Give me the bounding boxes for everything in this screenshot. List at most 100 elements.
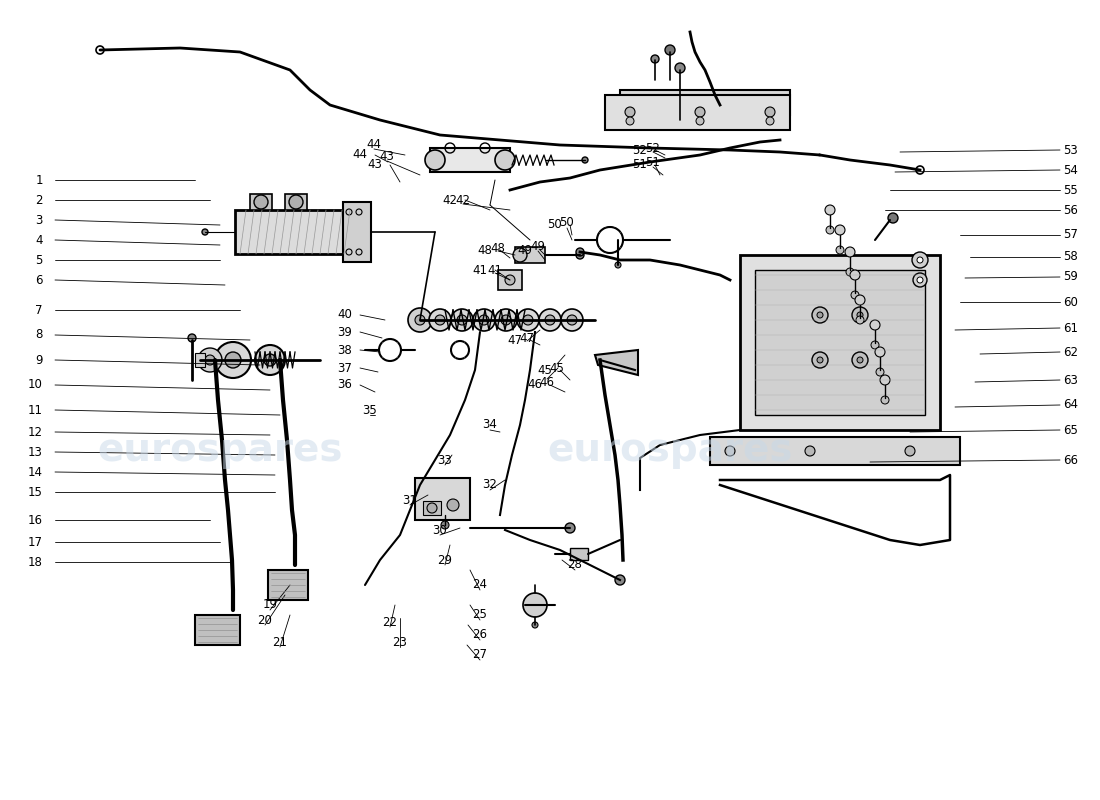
Text: 27: 27	[473, 649, 487, 662]
Text: 46: 46	[527, 378, 542, 391]
Circle shape	[615, 575, 625, 585]
Circle shape	[522, 593, 547, 617]
Bar	[498, 270, 522, 290]
Circle shape	[427, 503, 437, 513]
Bar	[424, 501, 441, 515]
Circle shape	[871, 341, 879, 349]
Text: 8: 8	[35, 329, 43, 342]
Text: 44: 44	[366, 138, 382, 151]
Text: 22: 22	[383, 615, 397, 629]
Text: 35: 35	[363, 403, 377, 417]
Circle shape	[205, 355, 214, 365]
Text: 51: 51	[646, 157, 660, 170]
Text: 5: 5	[35, 254, 43, 266]
Circle shape	[725, 446, 735, 456]
Circle shape	[874, 347, 886, 357]
Text: 1: 1	[35, 174, 43, 186]
Circle shape	[289, 195, 302, 209]
Text: 42: 42	[455, 194, 471, 206]
Circle shape	[264, 354, 276, 366]
Text: 11: 11	[28, 403, 43, 417]
Text: 59: 59	[1063, 270, 1078, 283]
Circle shape	[666, 45, 675, 55]
Circle shape	[532, 622, 538, 628]
Circle shape	[852, 352, 868, 368]
Circle shape	[188, 334, 196, 342]
Text: 46: 46	[539, 377, 554, 390]
Bar	[285, 194, 307, 210]
Bar	[740, 255, 940, 430]
Text: 7: 7	[35, 303, 43, 317]
Text: 9: 9	[35, 354, 43, 366]
Circle shape	[651, 55, 659, 63]
Circle shape	[441, 521, 449, 529]
Circle shape	[913, 273, 927, 287]
Text: eurospares: eurospares	[97, 431, 343, 469]
Circle shape	[415, 315, 425, 325]
Circle shape	[675, 63, 685, 73]
Circle shape	[852, 307, 868, 323]
Circle shape	[478, 315, 490, 325]
Text: 66: 66	[1063, 454, 1078, 466]
Circle shape	[855, 295, 865, 305]
Circle shape	[812, 307, 828, 323]
Circle shape	[495, 150, 515, 170]
Bar	[605, 95, 790, 130]
Text: 49: 49	[517, 243, 532, 257]
Circle shape	[576, 251, 584, 259]
Circle shape	[888, 213, 898, 223]
Text: 12: 12	[28, 426, 43, 438]
Text: 48: 48	[491, 242, 505, 254]
Circle shape	[226, 352, 241, 368]
Text: 47: 47	[519, 331, 535, 345]
Text: 36: 36	[337, 378, 352, 391]
Text: 34: 34	[483, 418, 497, 431]
Text: 50: 50	[560, 217, 574, 230]
Text: 52: 52	[632, 143, 647, 157]
Circle shape	[905, 446, 915, 456]
Circle shape	[429, 309, 451, 331]
Circle shape	[881, 396, 889, 404]
Circle shape	[214, 342, 251, 378]
Text: 17: 17	[28, 535, 43, 549]
Text: 24: 24	[473, 578, 487, 591]
Text: 41: 41	[472, 263, 487, 277]
Circle shape	[835, 225, 845, 235]
Text: 45: 45	[537, 363, 552, 377]
Text: 48: 48	[477, 243, 492, 257]
Circle shape	[500, 315, 512, 325]
Circle shape	[917, 277, 923, 283]
Text: 10: 10	[29, 378, 43, 391]
Circle shape	[615, 262, 622, 268]
Circle shape	[857, 312, 864, 318]
Polygon shape	[195, 615, 240, 645]
Text: 4: 4	[35, 234, 43, 246]
Circle shape	[561, 309, 583, 331]
Circle shape	[626, 117, 634, 125]
Text: 62: 62	[1063, 346, 1078, 358]
Text: 32: 32	[483, 478, 497, 491]
Circle shape	[517, 309, 539, 331]
Circle shape	[434, 315, 446, 325]
Text: 25: 25	[473, 609, 487, 622]
Circle shape	[505, 275, 515, 285]
Circle shape	[473, 309, 495, 331]
Circle shape	[576, 248, 584, 256]
Text: 57: 57	[1063, 229, 1078, 242]
Text: 23: 23	[393, 635, 407, 649]
Circle shape	[582, 157, 588, 163]
Circle shape	[845, 247, 855, 257]
Text: 63: 63	[1063, 374, 1078, 386]
Circle shape	[870, 320, 880, 330]
Circle shape	[566, 315, 578, 325]
Circle shape	[764, 107, 776, 117]
Bar	[235, 210, 350, 254]
Text: 33: 33	[438, 454, 452, 466]
Text: 37: 37	[337, 362, 352, 374]
Circle shape	[912, 252, 928, 268]
Circle shape	[408, 308, 432, 332]
Circle shape	[836, 246, 844, 254]
Circle shape	[565, 523, 575, 533]
Polygon shape	[595, 350, 638, 375]
Text: 45: 45	[550, 362, 564, 374]
